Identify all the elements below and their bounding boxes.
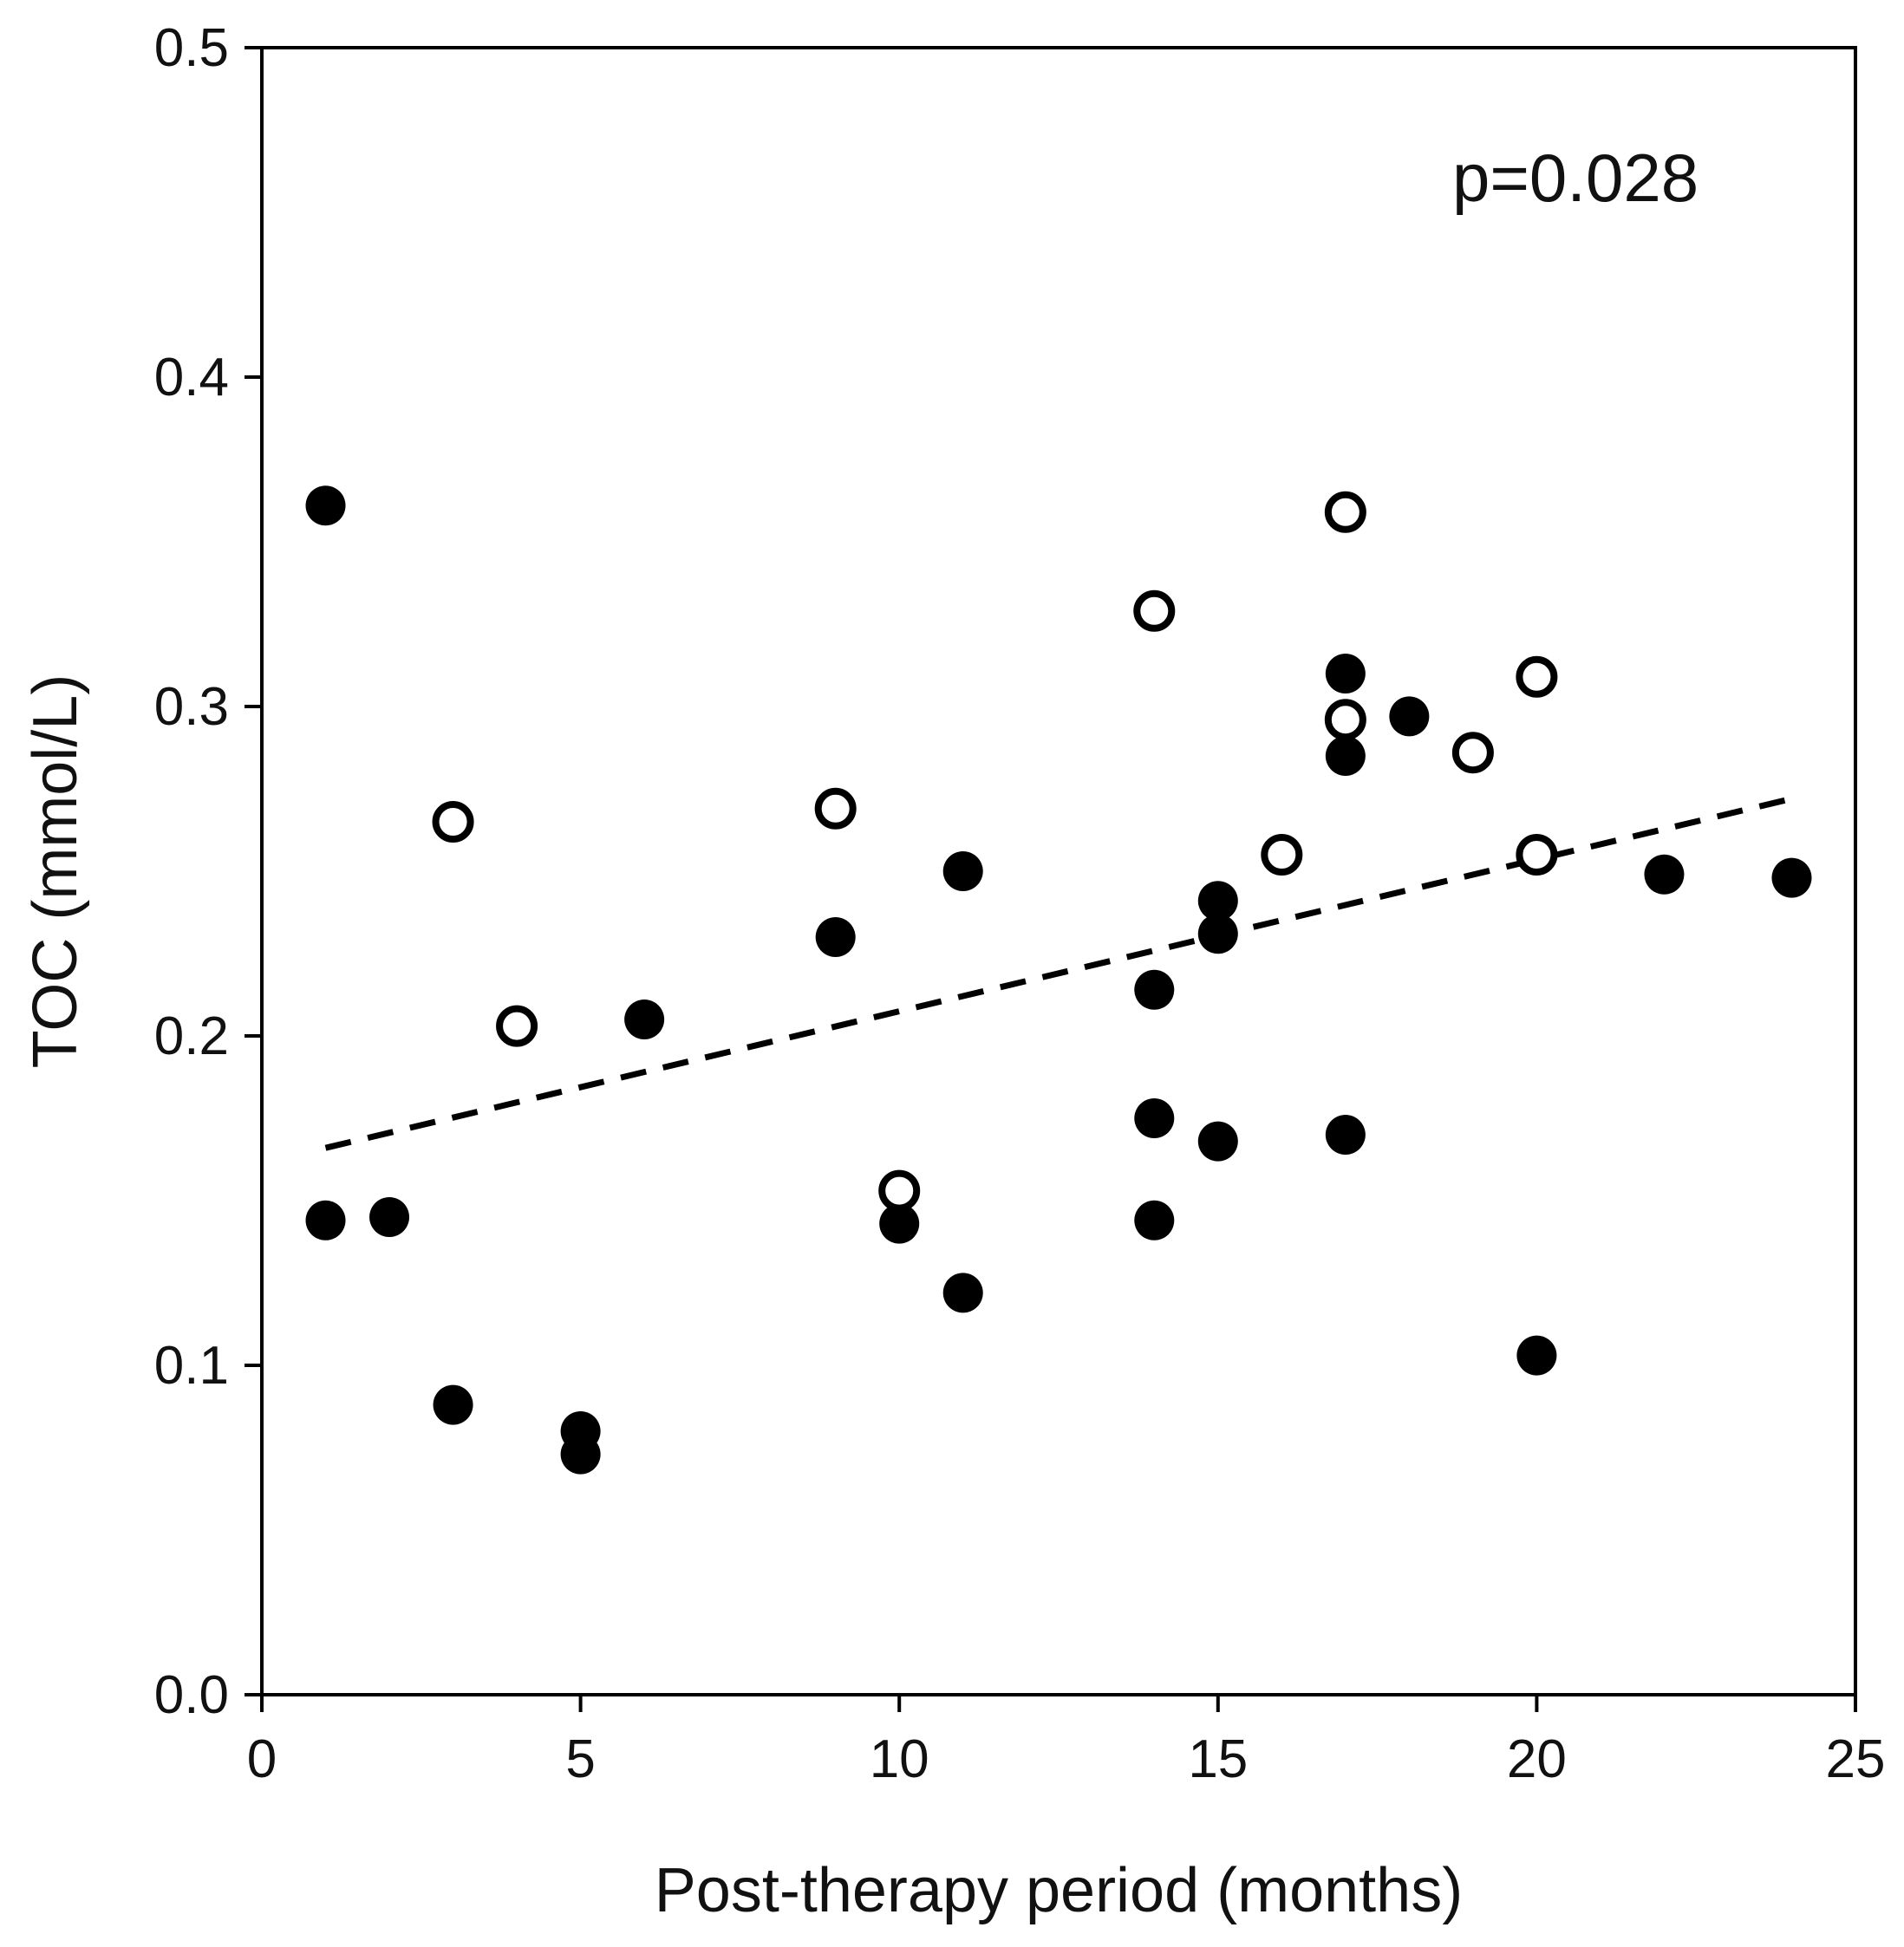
filled-data-point: [1516, 1335, 1557, 1376]
filled-data-point: [1197, 914, 1238, 954]
open-data-point: [1324, 699, 1366, 741]
filled-data-point: [624, 1000, 665, 1039]
open-data-point: [1451, 732, 1494, 774]
open-data-point: [878, 1169, 921, 1212]
filled-data-point: [560, 1434, 601, 1475]
filled-data-point: [1644, 854, 1685, 895]
open-data-point: [496, 1005, 538, 1047]
plot-frame: [260, 46, 1857, 1696]
open-data-point: [814, 787, 857, 830]
open-data-point: [432, 801, 474, 843]
filled-data-point: [942, 851, 983, 891]
x-axis-ticks: 0 5 10 15 20 25: [247, 1695, 1886, 1789]
filled-data-point: [1325, 1115, 1366, 1155]
filled-data-point: [815, 917, 856, 957]
filled-data-point: [305, 485, 346, 526]
filled-data-point: [879, 1203, 920, 1244]
y-tick-label: 0.0: [154, 1665, 229, 1725]
open-data-point: [1261, 834, 1303, 876]
filled-data-point: [1771, 857, 1812, 898]
x-tick-label: 5: [565, 1729, 595, 1789]
filled-data-point: [305, 1200, 346, 1240]
y-axis-title: TOC (mmol/L): [21, 674, 90, 1069]
x-axis-title: Post-therapy period (months): [655, 1856, 1463, 1925]
open-data-point: [1516, 655, 1558, 698]
p-value-annotation: p=0.028: [1452, 140, 1699, 216]
filled-data-point: [1134, 1200, 1175, 1240]
y-tick-label: 0.2: [154, 1006, 229, 1066]
y-tick-label: 0.1: [154, 1336, 229, 1396]
data-points: [305, 485, 1812, 1475]
filled-data-point: [1134, 969, 1175, 1010]
y-tick-label: 0.5: [154, 18, 229, 78]
trendline-group: [324, 795, 1793, 1151]
filled-data-point: [433, 1384, 473, 1425]
x-tick-label: 0: [247, 1729, 277, 1789]
open-data-point: [1516, 834, 1558, 876]
y-axis-ticks: 0.0 0.1 0.2 0.3 0.4 0.5: [154, 18, 262, 1725]
x-tick-label: 15: [1188, 1729, 1248, 1789]
filled-data-point: [942, 1273, 983, 1313]
filled-data-point: [1197, 881, 1238, 921]
y-tick-label: 0.4: [154, 348, 229, 407]
trendline: [324, 795, 1793, 1151]
y-tick-label: 0.3: [154, 677, 229, 737]
filled-data-point: [1325, 654, 1366, 693]
filled-data-point: [1325, 736, 1366, 776]
open-data-point: [1133, 589, 1176, 632]
filled-data-point: [369, 1197, 410, 1237]
open-data-point: [1324, 491, 1366, 533]
filled-data-point: [1389, 696, 1430, 737]
x-tick-label: 20: [1507, 1729, 1567, 1789]
filled-data-point: [1134, 1098, 1175, 1138]
filled-data-point: [1197, 1121, 1238, 1162]
x-tick-label: 25: [1826, 1729, 1886, 1789]
x-tick-label: 10: [870, 1729, 929, 1789]
